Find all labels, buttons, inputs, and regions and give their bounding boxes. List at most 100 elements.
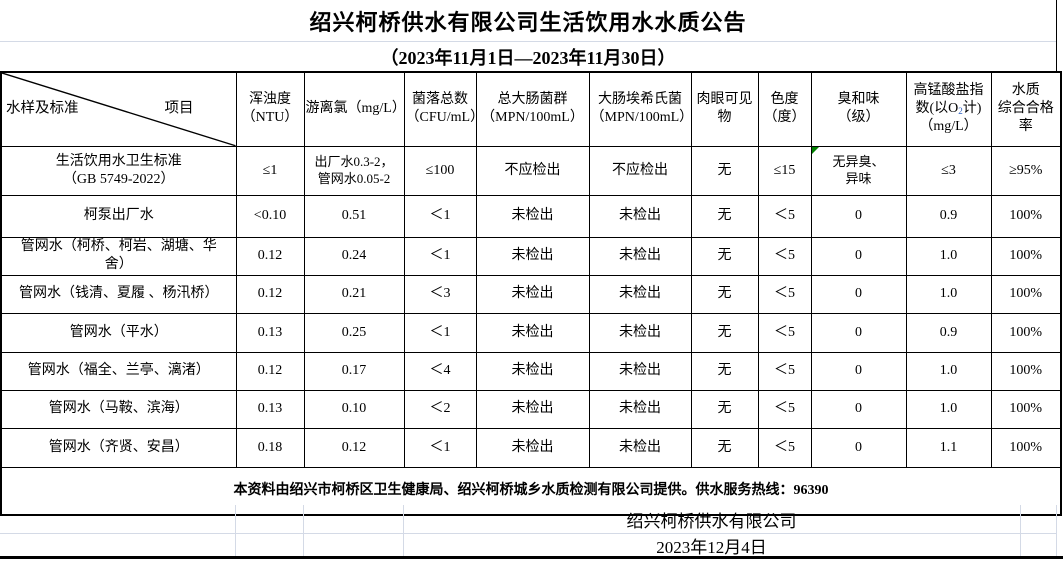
col-header-free-chlorine: 游离氯（mg/L） [303,71,405,147]
col-header-e-coli: 大肠埃希氏菌 （MPN/100mL） [588,71,692,147]
row-label-cell: 管网水（齐贤、安昌） [0,427,237,468]
cell: ＜1 [403,194,477,238]
comment-flag-icon [812,147,819,154]
cell: 未检出 [475,351,590,391]
table-row: 管网水（齐贤、安昌） 0.18 0.12 ＜1 未检出 未检出 无 ＜5 0 1… [0,427,1062,468]
cell: ＜5 [757,194,812,238]
col-header-colony-count: 菌落总数 （CFU/mL） [403,71,477,147]
cell: ＜5 [757,351,812,391]
gridline [1020,505,1021,558]
cell: 0.17 [303,351,405,391]
cell: 0.18 [235,427,305,468]
corner-label-items: 项目 [164,100,194,117]
row-label-cell: 管网水（马鞍、滨海） [0,389,237,429]
cell: 0.12 [235,351,305,391]
cell: 0.9 [905,312,992,353]
cell-text: 无异臭、 异味 [832,153,885,186]
cell: 1.0 [905,389,992,429]
cell: 未检出 [588,312,692,353]
cell: 100% [990,274,1062,314]
cell: 出厂水0.3-2， 管网水0.05-2 [303,145,405,196]
cell-with-comment-flag: 无异臭、 异味 [810,145,907,196]
cell: ≤1 [235,145,305,196]
table-row: 管网水（钱清、夏履 、杨汛桥） 0.12 0.21 ＜3 未检出 未检出 无 ＜… [0,274,1062,314]
gridline [235,505,236,558]
cell: 未检出 [475,236,590,276]
col-header-odor-taste: 臭和味 （级） [810,71,907,147]
col-header-permanganate-index: 高锰酸盐指数(以O2计)（mg/L） [905,71,992,147]
cell: 0 [810,236,907,276]
permanganate-unit: 计)（mg/L） [919,101,982,135]
cell: 0.12 [235,274,305,314]
cell: 0.25 [303,312,405,353]
corner-header-cell: 水样及标准 项目 [0,71,237,147]
cell: 100% [990,312,1062,353]
cell: ≥95% [990,145,1062,196]
cell: ＜1 [403,427,477,468]
cell: ＜1 [403,236,477,276]
cell: ＜4 [403,351,477,391]
page-title: 绍兴柯桥供水有限公司生活饮用水水质公告 [0,0,1056,42]
cell: 0.13 [235,389,305,429]
cell: 无 [690,351,759,391]
cell: 未检出 [475,274,590,314]
signature-company: 绍兴柯桥供水有限公司 [626,511,797,531]
cell: 未检出 [475,194,590,238]
cell: 1.0 [905,236,992,276]
table-row: 管网水（平水） 0.13 0.25 ＜1 未检出 未检出 无 ＜5 0 0.9 … [0,312,1062,353]
cell: 0.24 [303,236,405,276]
cell: 0.51 [303,194,405,238]
cell: 未检出 [475,427,590,468]
table-row-standard: 生活饮用水卫生标准 （GB 5749-2022） ≤1 出厂水0.3-2， 管网… [0,145,1062,196]
row-label-cell: 管网水（柯桥、柯岩、湖塘、华 舍） [0,236,237,276]
cell: 无 [690,389,759,429]
date-range-subtitle: （2023年11月1日—2023年11月30日） [380,47,676,68]
table-row: 管网水（马鞍、滨海） 0.13 0.10 ＜2 未检出 未检出 无 ＜5 0 1… [0,389,1062,429]
cell: 无 [690,236,759,276]
gridline [403,505,404,558]
cell: 0.12 [235,236,305,276]
cell: ＜5 [757,312,812,353]
header-row: 水样及标准 项目 浑浊度 （NTU） 游离氯（mg/L） 菌落总数 （CFU/m… [0,71,1062,147]
footer-note: 本资料由绍兴市柯桥区卫生健康局、绍兴柯桥城乡水质检测有限公司提供。供水服务热线：… [0,466,1062,516]
cell: 未检出 [588,389,692,429]
cell: 无 [690,312,759,353]
cell: 无 [690,145,759,196]
row-label-cell: 管网水（平水） [0,312,237,353]
cell: 100% [990,351,1062,391]
row-label-cell: 生活饮用水卫生标准 （GB 5749-2022） [0,145,237,196]
cell: 0 [810,427,907,468]
gridline [1056,505,1057,558]
cell: <0.10 [235,194,305,238]
row-label-cell: 管网水（钱清、夏履 、杨汛桥） [0,274,237,314]
col-header-chroma: 色度 （度） [757,71,812,147]
cell: ＜3 [403,274,477,314]
col-header-turbidity: 浑浊度 （NTU） [235,71,305,147]
cell: 0 [810,312,907,353]
cell: 0 [810,389,907,429]
water-quality-table: 水样及标准 项目 浑浊度 （NTU） 游离氯（mg/L） 菌落总数 （CFU/m… [0,71,1062,517]
row-label-cell: 管网水（福全、兰亭、漓渚） [0,351,237,391]
cell: 无 [690,274,759,314]
table-row: 柯泵出厂水 <0.10 0.51 ＜1 未检出 未检出 无 ＜5 0 0.9 1… [0,194,1062,238]
footer-note-row: 本资料由绍兴市柯桥区卫生健康局、绍兴柯桥城乡水质检测有限公司提供。供水服务热线：… [0,466,1062,516]
corner-label-samples: 水样及标准 [6,100,79,117]
cell: ＜5 [757,427,812,468]
cell: ＜2 [403,389,477,429]
cell: 100% [990,427,1062,468]
cell: 0 [810,274,907,314]
cell: ≤15 [757,145,812,196]
cell: 无 [690,194,759,238]
table-row: 管网水（福全、兰亭、漓渚） 0.12 0.17 ＜4 未检出 未检出 无 ＜5 … [0,351,1062,391]
cell: 0 [810,351,907,391]
title-block: 绍兴柯桥供水有限公司生活饮用水水质公告 （2023年11月1日—2023年11月… [0,0,1057,71]
cell: ＜1 [403,312,477,353]
cell: 未检出 [588,194,692,238]
cell: 1.0 [905,351,992,391]
cell: 未检出 [588,274,692,314]
gridline [303,505,304,558]
cell: 1.0 [905,274,992,314]
cell: 0.9 [905,194,992,238]
cell: 未检出 [588,427,692,468]
